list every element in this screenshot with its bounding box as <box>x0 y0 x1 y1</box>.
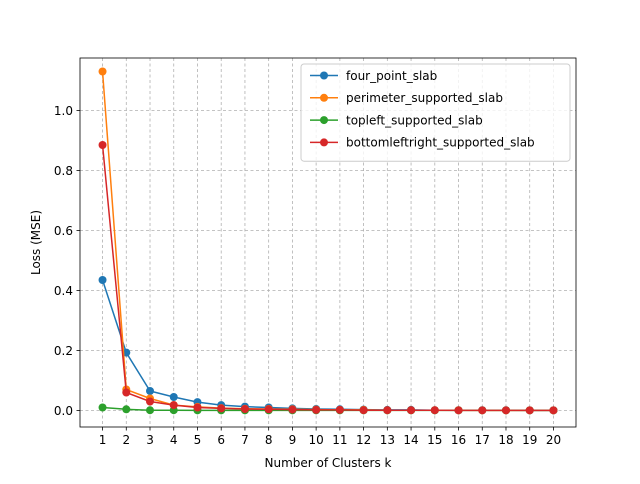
x-tick-label: 14 <box>403 433 418 447</box>
y-tick-label: 0.4 <box>54 284 73 298</box>
data-point-bottomleftright_supported_slab <box>193 403 202 412</box>
x-tick-label: 7 <box>241 433 249 447</box>
x-tick-label: 9 <box>289 433 297 447</box>
legend-entry: perimeter_supported_slab <box>346 91 503 105</box>
x-tick-label: 18 <box>498 433 513 447</box>
x-tick-label: 15 <box>427 433 442 447</box>
y-tick-label: 0.2 <box>54 344 73 358</box>
data-point-bottomleftright_supported_slab <box>501 406 510 415</box>
legend-entry: bottomleftright_supported_slab <box>346 136 535 150</box>
data-point-bottomleftright_supported_slab <box>264 405 273 414</box>
x-tick-label: 19 <box>522 433 537 447</box>
data-point-topleft_supported_slab <box>98 403 107 412</box>
legend-marker <box>320 93 328 102</box>
x-tick-label: 8 <box>265 433 273 447</box>
x-tick-label: 6 <box>217 433 225 447</box>
data-point-bottomleftright_supported_slab <box>146 397 155 406</box>
data-point-four_point_slab <box>98 276 107 284</box>
data-point-bottomleftright_supported_slab <box>98 141 107 149</box>
x-tick-label: 16 <box>451 433 466 447</box>
data-point-bottomleftright_supported_slab <box>122 388 131 397</box>
data-point-bottomleftright_supported_slab <box>430 406 439 415</box>
x-axis-label: Number of Clusters k <box>264 456 391 470</box>
x-tick-label: 12 <box>356 433 371 447</box>
x-tick-label: 2 <box>122 433 130 447</box>
data-point-bottomleftright_supported_slab <box>454 406 463 415</box>
y-tick-label: 1.0 <box>54 104 73 118</box>
data-point-bottomleftright_supported_slab <box>359 406 368 415</box>
legend-marker <box>320 71 328 80</box>
data-point-bottomleftright_supported_slab <box>549 406 558 415</box>
x-tick-label: 5 <box>194 433 202 447</box>
legend-marker <box>320 116 328 125</box>
y-tick-label: 0.0 <box>54 404 73 418</box>
data-point-perimeter_supported_slab <box>98 67 107 76</box>
y-axis-label: Loss (MSE) <box>29 210 43 275</box>
data-point-bottomleftright_supported_slab <box>525 406 534 415</box>
x-tick-label: 4 <box>170 433 178 447</box>
legend: four_point_slab perimeter_supported_slabt… <box>300 63 571 162</box>
data-point-bottomleftright_supported_slab <box>335 405 344 414</box>
data-point-bottomleftright_supported_slab <box>478 406 487 415</box>
data-point-bottomleftright_supported_slab <box>288 405 297 414</box>
x-tick-label: 3 <box>146 433 154 447</box>
data-point-four_point_slab <box>146 387 155 395</box>
x-tick-label: 13 <box>380 433 395 447</box>
x-tick-label: 11 <box>332 433 347 447</box>
y-tick-label: 0.8 <box>54 164 73 178</box>
x-tick-label: 10 <box>308 433 323 447</box>
x-tick-label: 17 <box>475 433 490 447</box>
x-tick-label: 20 <box>546 433 561 447</box>
legend-entry: four_point_slab <box>346 69 437 83</box>
legend-box <box>300 63 571 162</box>
data-point-bottomleftright_supported_slab <box>169 401 178 410</box>
y-tick-label: 0.6 <box>54 224 73 238</box>
data-point-topleft_supported_slab <box>146 406 155 415</box>
plot-frame <box>79 57 577 428</box>
data-point-bottomleftright_supported_slab <box>407 406 416 415</box>
legend-entry: topleft_supported_slab <box>346 113 483 127</box>
legend-marker <box>320 138 328 147</box>
data-point-bottomleftright_supported_slab <box>383 406 392 415</box>
axes: 1 2 3 4 5 6 7 8 9 10 11 12 13 14 15 16 17 18 19 200.00.20.4… <box>54 104 561 447</box>
data-point-four_point_slab <box>169 393 178 401</box>
data-point-bottomleftright_supported_slab <box>217 404 226 413</box>
data-point-bottomleftright_supported_slab <box>240 405 249 413</box>
data-point-topleft_supported_slab <box>122 405 131 414</box>
series-group <box>98 67 558 415</box>
x-tick-label: 1 <box>99 433 107 447</box>
data-point-bottomleftright_supported_slab <box>312 405 321 414</box>
